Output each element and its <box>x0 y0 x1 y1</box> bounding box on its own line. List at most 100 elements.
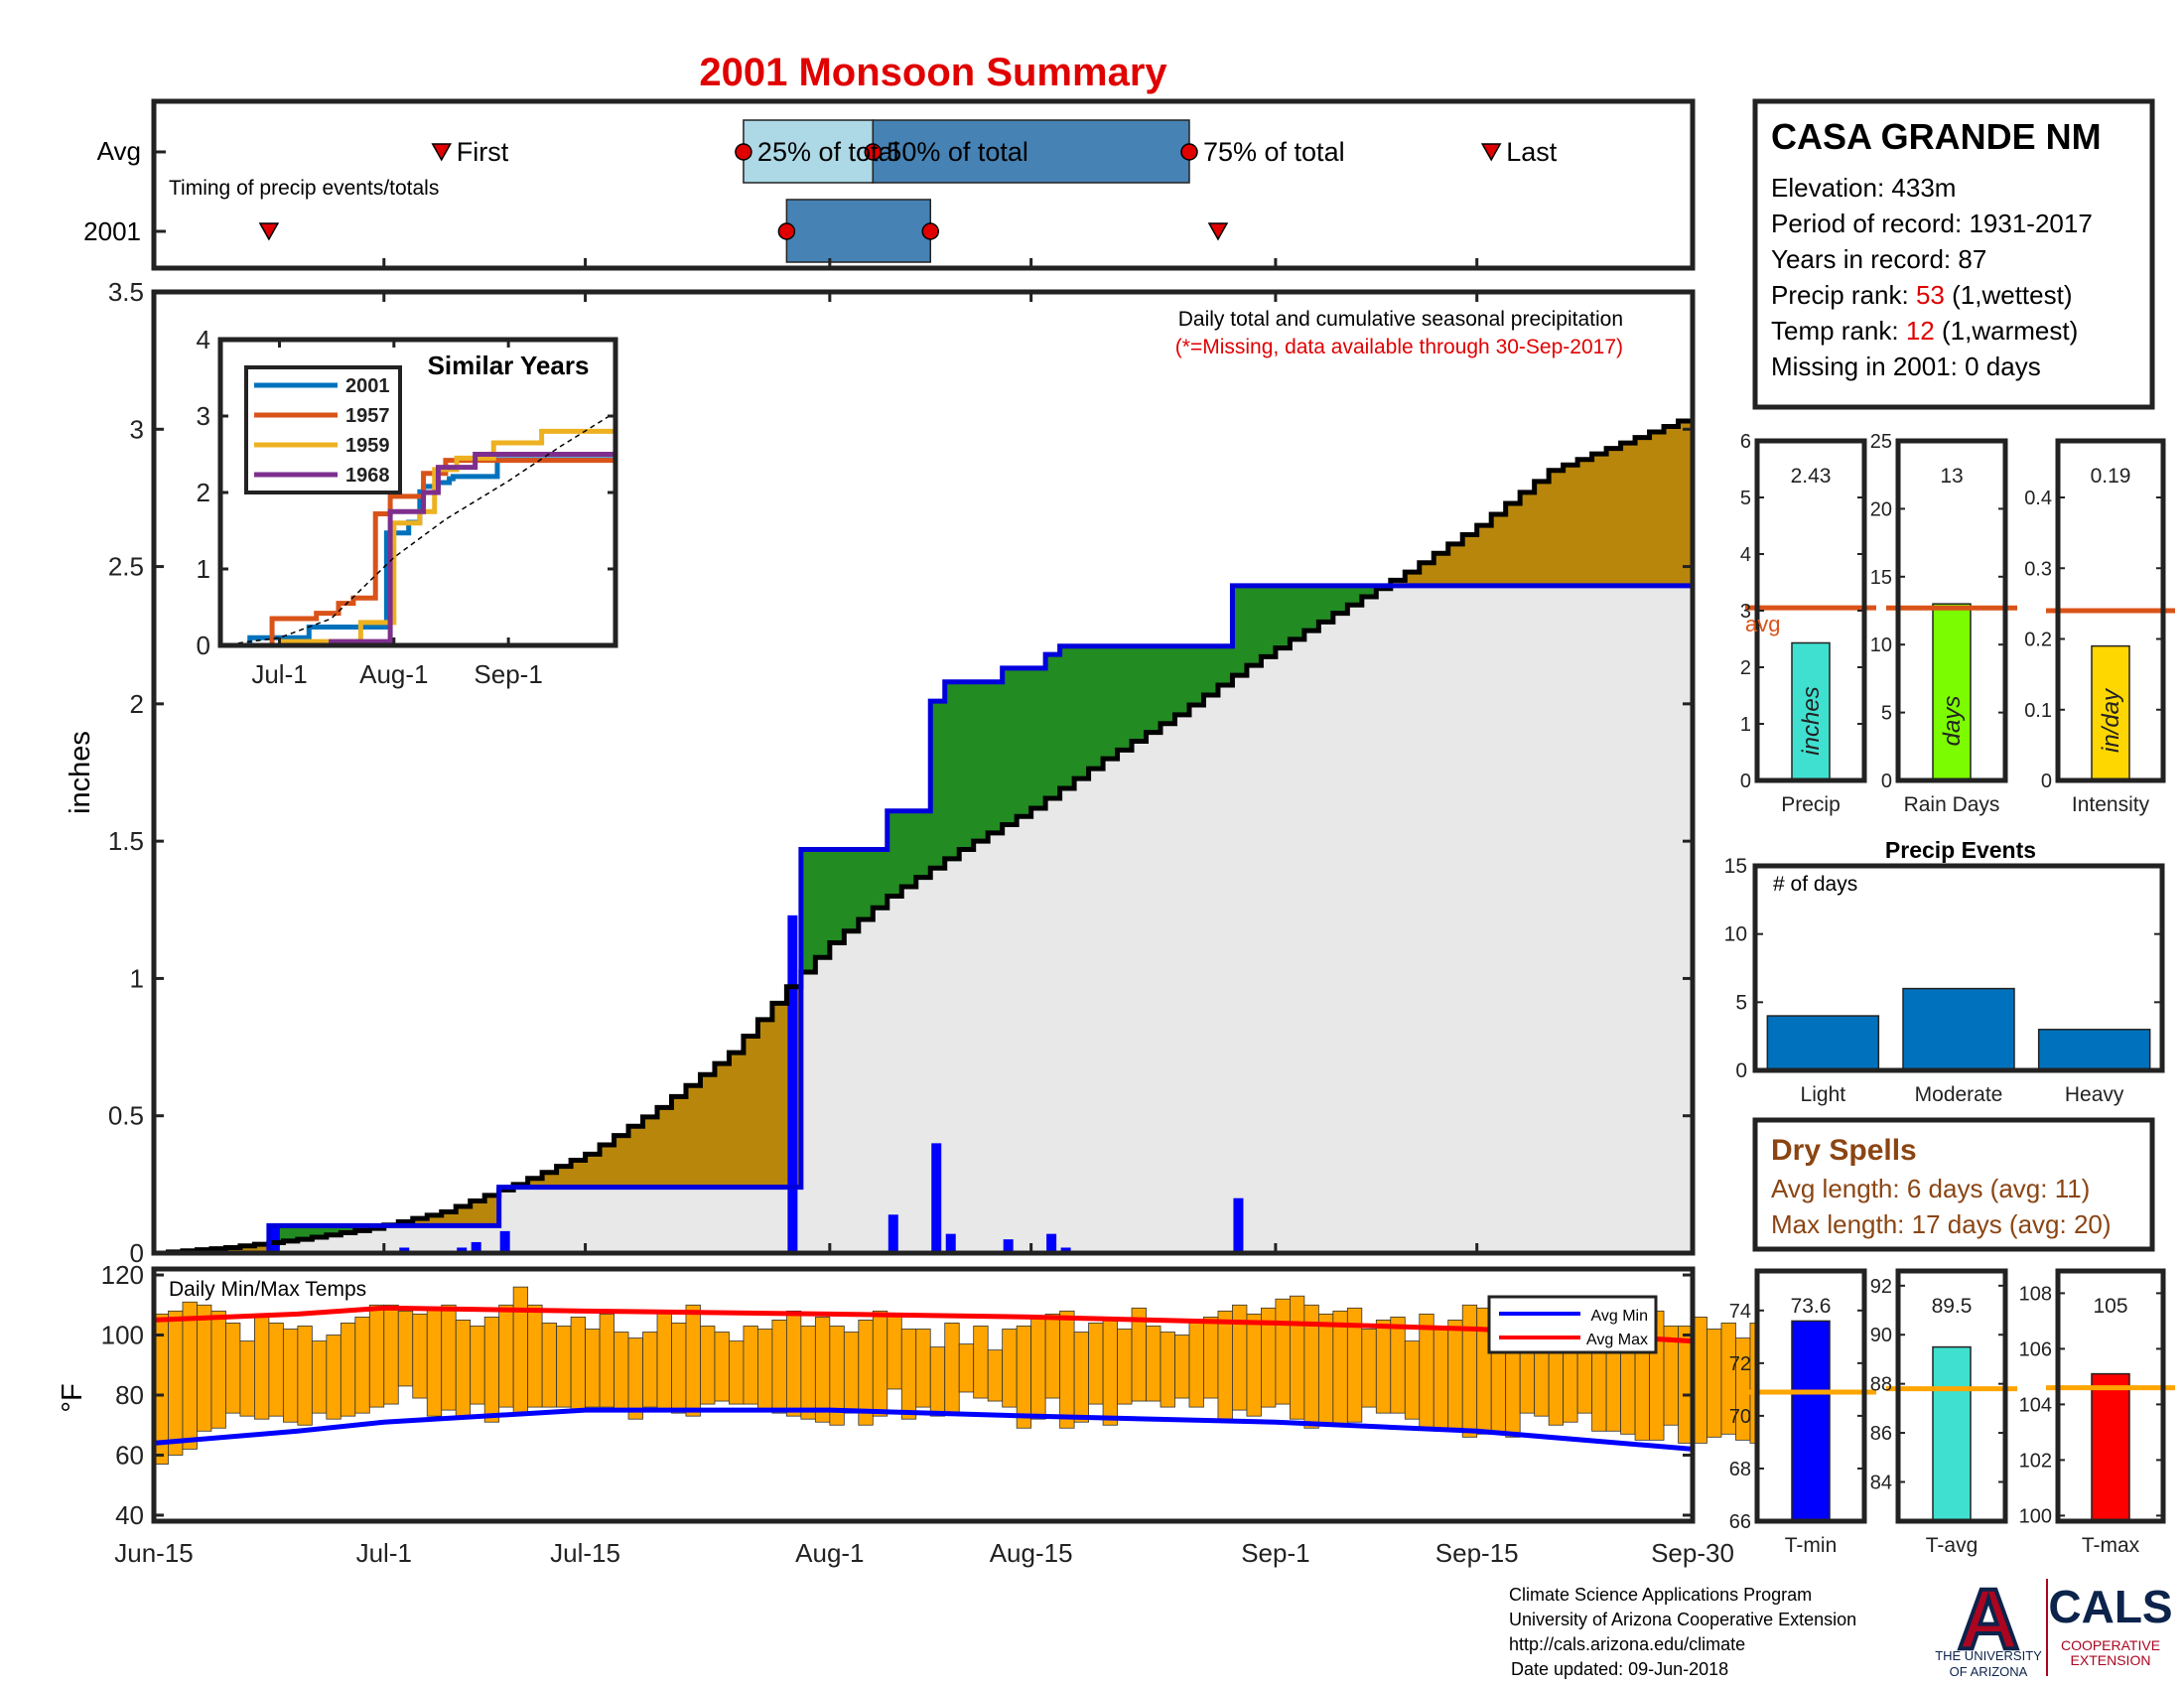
figure-title: 2001 Monsoon Summary <box>699 51 1167 94</box>
temp-range-bar <box>1073 1332 1089 1423</box>
inset-axis-ticks: 0 1 2 3 4 Jul-1 Aug-1 Sep-1 <box>197 325 615 689</box>
diff-fill-segment <box>1059 645 1075 789</box>
footer-line-1: Climate Science Applications Program <box>1509 1585 1812 1605</box>
diff-fill-segment <box>1563 465 1578 586</box>
panel-value-label: 0.19 <box>2091 465 2131 488</box>
diff-fill-segment <box>757 1019 773 1188</box>
panel-value-label: 2.43 <box>1791 465 1832 488</box>
diff-fill-segment <box>1390 580 1406 586</box>
avg-75-marker <box>1180 143 1198 161</box>
temp-range-bar <box>1117 1329 1133 1405</box>
panel-name-label: Precip <box>1781 793 1841 816</box>
precip-events-ylabel: # of days <box>1773 873 1857 896</box>
panel-y-tick-label: 4 <box>1740 544 1751 566</box>
diff-fill-segment <box>1361 585 1377 597</box>
season-totals-panels: 0 1 2 3 4 5 6 2.43 Precip inches avg 0 5 10 15 20 25 13 Ra… <box>1740 431 2175 816</box>
temp-range-bar <box>282 1329 299 1423</box>
cals-logo: CALS COOPERATIVE EXTENSION <box>2048 1581 2172 1668</box>
daily-precip-bar <box>1046 1233 1057 1253</box>
panel-y-tick-label: 88 <box>1870 1374 1892 1396</box>
timing-markers <box>154 119 1502 263</box>
diff-fill-segment <box>484 1195 500 1226</box>
diff-fill-segment <box>829 849 845 943</box>
timing-row-label-2001: 2001 <box>83 216 141 246</box>
temp-range-bar <box>455 1320 472 1417</box>
temp-range-bar <box>973 1326 989 1399</box>
inset-y-tick-label: 1 <box>197 554 210 584</box>
temp-legend-frame <box>1487 1295 1658 1354</box>
diff-fill-segment <box>1188 645 1205 705</box>
diff-fill-segment <box>470 1200 485 1226</box>
diff-fill-segment <box>887 810 902 897</box>
diff-fill-segment <box>542 1172 558 1188</box>
similar-year-line-1968 <box>220 452 615 648</box>
y-tick-label: 0.5 <box>108 1101 144 1131</box>
diff-fill-segment <box>1160 645 1176 724</box>
inset-x-tick-label: Aug-1 <box>359 659 428 689</box>
temp-range-bar <box>326 1335 341 1420</box>
station-name: CASA GRANDE NM <box>1771 116 2102 157</box>
temp-range-bar <box>470 1326 485 1405</box>
temp-range-bar <box>1289 1295 1305 1420</box>
x-tick-label: Jul-15 <box>550 1538 620 1568</box>
dry-spells-avg-length: Avg length: 6 days (avg: 11) <box>1771 1174 2090 1203</box>
diff-fill-segment <box>800 849 816 972</box>
panel-y-tick-label: 66 <box>1729 1511 1751 1533</box>
diff-fill-segment <box>1030 667 1046 808</box>
inset-y-tick-label: 4 <box>197 325 210 354</box>
temp-range-bar <box>987 1349 1004 1402</box>
temp-range-bar <box>685 1304 701 1417</box>
temp-range-bar <box>1461 1304 1478 1438</box>
event-bar-light <box>1766 1015 1880 1071</box>
diff-fill-segment <box>1520 492 1536 586</box>
diff-fill-segment <box>571 1160 587 1188</box>
temp-legend-min-label: Avg Min <box>1590 1308 1648 1325</box>
event-y-tick-label: 5 <box>1735 991 1747 1014</box>
panel-bar-T-min <box>1791 1320 1831 1522</box>
panel-bar-Precip <box>1791 641 1831 781</box>
temp-range-bar <box>556 1326 572 1408</box>
panel-y-tick-label: 15 <box>1870 567 1892 589</box>
station-info-box: CASA GRANDE NM Elevation: 433m Period of… <box>1752 98 2155 410</box>
precip-events-title: Precip Events <box>1885 837 2036 863</box>
daily-precip-bar <box>787 914 798 1253</box>
panel-avg-label: avg <box>1745 612 1780 636</box>
y-tick-label: 0 <box>130 1238 144 1268</box>
diff-fill-segment <box>858 849 874 919</box>
temp-range-bar <box>843 1332 860 1414</box>
temp-range-bar <box>239 1340 255 1417</box>
temp-range-bar <box>1203 1316 1219 1399</box>
temp-range-bar <box>1447 1320 1463 1429</box>
cals-logo-text: CALS <box>2048 1581 2172 1632</box>
temp-range-bar <box>1016 1326 1032 1429</box>
panel-name-label: T-avg <box>1926 1534 1979 1557</box>
event-category-label: Heavy <box>2065 1083 2124 1106</box>
diff-fill-segment <box>1203 645 1219 696</box>
temp-range-bar <box>297 1326 313 1426</box>
y-tick-label: 1 <box>130 963 144 993</box>
panel-name-label: T-max <box>2082 1534 2140 1557</box>
cals-sub-1: COOPERATIVE <box>2061 1637 2160 1653</box>
inset-title: Similar Years <box>428 351 590 380</box>
2001-25-marker <box>777 222 796 240</box>
diff-fill-segment <box>456 1205 472 1226</box>
diff-fill-segment <box>1045 654 1061 798</box>
temp-range-bar <box>785 1310 802 1417</box>
temp-range-bar <box>714 1332 730 1402</box>
diff-fill-segment <box>642 1116 658 1188</box>
temp-range-bar <box>642 1332 658 1408</box>
temp-range-bar <box>1059 1310 1075 1429</box>
station-temp-rank: Temp rank: 12 (1,warmest) <box>1771 316 2078 346</box>
panel-y-tick-label: 102 <box>2019 1450 2052 1472</box>
main-precip-panel: 0 0.5 1 1.5 2 2.5 3 3.5 Jun-15 Jul-1 Jul-15 Aug-1 Au… <box>65 258 1734 1568</box>
timing-panel: Avg 2001 Timing of precip events/totals … <box>83 98 1696 271</box>
avg-box-upper <box>872 119 1190 184</box>
footer-line-4: Date updated: 09-Jun-2018 <box>1511 1659 1728 1679</box>
temp-legend-max-label: Avg Max <box>1586 1332 1648 1348</box>
diff-fill-segment <box>600 1145 615 1188</box>
temp-range-bar <box>426 1307 443 1417</box>
diff-fill-segment <box>815 849 831 958</box>
panel-y-tick-label: 5 <box>1881 703 1892 725</box>
legend-label-1957: 1957 <box>345 405 390 427</box>
